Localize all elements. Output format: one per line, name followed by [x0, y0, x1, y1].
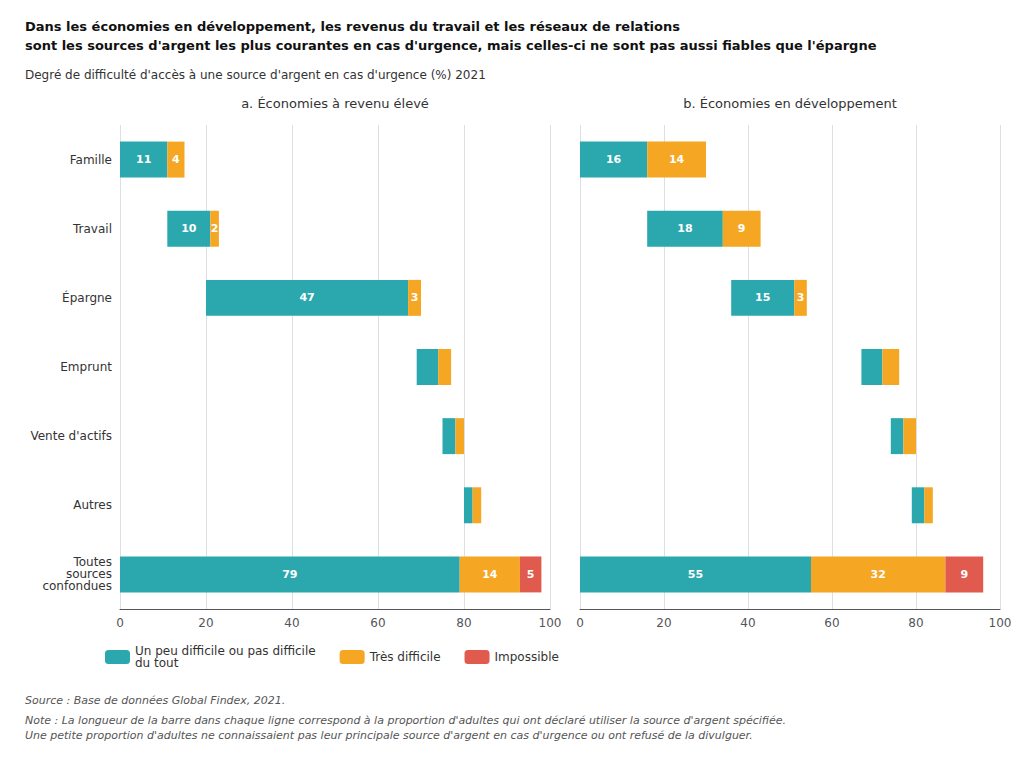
svg-text:80: 80	[908, 616, 923, 630]
svg-text:32: 32	[871, 568, 886, 581]
svg-text:18: 18	[677, 222, 692, 235]
svg-text:confondues: confondues	[42, 579, 112, 593]
svg-text:sources: sources	[65, 567, 112, 582]
svg-text:5: 5	[527, 568, 535, 581]
svg-text:14: 14	[482, 568, 498, 581]
svg-text:20: 20	[198, 616, 213, 630]
svg-text:15: 15	[755, 291, 770, 304]
svg-text:Très difficile: Très difficile	[369, 650, 441, 664]
svg-text:47: 47	[299, 291, 314, 304]
svg-text:Autres: Autres	[73, 498, 112, 512]
svg-text:Degré de difficulté d'accès à: Degré de difficulté d'accès à une source…	[25, 68, 486, 82]
svg-text:79: 79	[282, 568, 297, 581]
svg-text:100: 100	[989, 616, 1012, 630]
svg-text:Note : La longueur de la barre: Note : La longueur de la barre dans chaq…	[25, 714, 786, 727]
svg-text:sont les sources d'argent les: sont les sources d'argent les plus coura…	[25, 38, 877, 53]
svg-text:Toutes: Toutes	[73, 555, 112, 570]
svg-text:9: 9	[738, 222, 746, 235]
svg-text:100: 100	[539, 616, 562, 630]
svg-text:Dans les économies en développ: Dans les économies en développement, les…	[25, 19, 680, 34]
svg-text:11: 11	[136, 153, 151, 166]
svg-text:b. Économies en développement: b. Économies en développement	[683, 96, 897, 111]
svg-text:60: 60	[370, 616, 385, 630]
svg-text:16: 16	[606, 153, 622, 166]
svg-text:20: 20	[656, 616, 671, 630]
svg-text:Épargne: Épargne	[62, 290, 112, 305]
svg-text:60: 60	[824, 616, 839, 630]
svg-text:Famille: Famille	[70, 153, 112, 167]
svg-text:du tout: du tout	[135, 656, 179, 670]
svg-text:4: 4	[172, 153, 180, 166]
svg-text:Impossible: Impossible	[495, 650, 559, 664]
svg-text:3: 3	[797, 291, 805, 304]
svg-text:Un peu difficile ou pas diffic: Un peu difficile ou pas difficile	[135, 644, 316, 658]
svg-text:Vente d'actifs: Vente d'actifs	[30, 429, 112, 443]
svg-text:Source : Base de données Globa: Source : Base de données Global Findex, …	[25, 694, 285, 707]
svg-text:40: 40	[284, 616, 299, 630]
svg-text:80: 80	[456, 616, 471, 630]
svg-text:55: 55	[688, 568, 703, 581]
svg-text:40: 40	[740, 616, 755, 630]
svg-text:Une petite proportion d'adulte: Une petite proportion d'adultes ne conna…	[25, 729, 753, 742]
svg-text:2: 2	[211, 222, 219, 235]
svg-text:a. Économies à revenu élevé: a. Économies à revenu élevé	[241, 96, 429, 111]
svg-text:Emprunt: Emprunt	[60, 360, 112, 374]
svg-text:3: 3	[411, 291, 419, 304]
svg-text:14: 14	[669, 153, 685, 166]
svg-text:0: 0	[576, 616, 584, 630]
svg-text:9: 9	[960, 568, 968, 581]
svg-text:0: 0	[116, 616, 124, 630]
svg-text:Travail: Travail	[72, 222, 112, 236]
svg-text:10: 10	[181, 222, 197, 235]
